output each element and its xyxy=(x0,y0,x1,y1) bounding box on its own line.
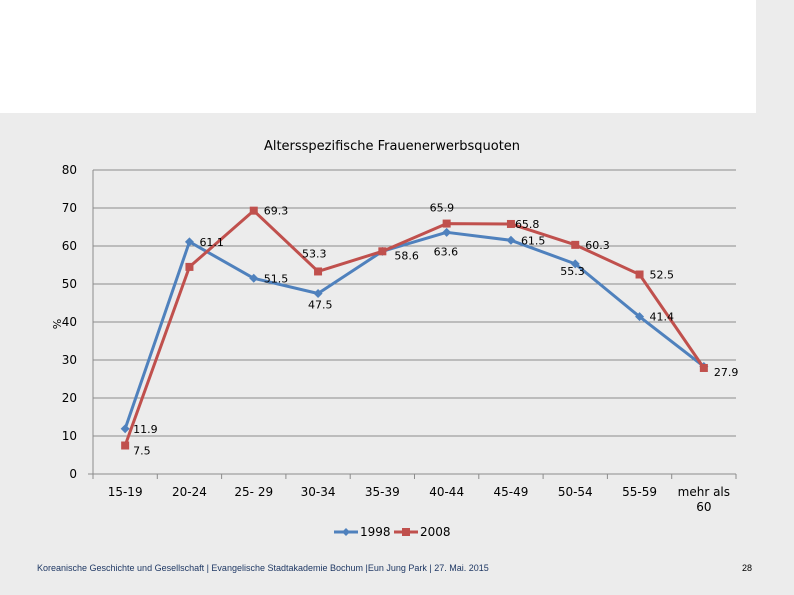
point-1998-7 xyxy=(570,259,580,269)
data-label-1998-4: 58.6 xyxy=(394,249,419,262)
x-tick-0: 15-19 xyxy=(108,485,143,499)
point-2008-5 xyxy=(442,219,451,228)
point-2008-3 xyxy=(314,267,323,276)
y-tick-2: 20 xyxy=(62,391,77,405)
data-label-1998-7: 55.3 xyxy=(560,265,585,278)
x-tick-2: 25- 29 xyxy=(234,485,273,499)
y-tick-3: 30 xyxy=(62,353,77,367)
data-labels: 11.9 61.1 51.5 47.5 58.6 63.6 61.5 55.3 41.4 7.5 6… xyxy=(133,202,738,458)
data-label-1998-1: 61.1 xyxy=(199,236,224,249)
y-tick-5: 50 xyxy=(62,277,77,291)
x-tick-9: mehr als 60 xyxy=(678,485,730,514)
chart-title: Altersspezifische Frauenerwerbsquoten xyxy=(264,139,520,154)
data-label-1998-6: 61.5 xyxy=(521,234,546,247)
data-label-1998-2: 51.5 xyxy=(264,272,289,285)
legend-marker-2008 xyxy=(402,528,410,536)
series-line-2008 xyxy=(123,209,706,447)
y-tick-8: 80 xyxy=(62,163,77,177)
data-label-2008-7: 60.3 xyxy=(585,239,610,252)
y-tick-labels: 0 10 20 30 40 50 60 70 80 xyxy=(62,163,77,481)
point-2008-2 xyxy=(249,206,258,215)
y-axis-label: % xyxy=(51,319,64,329)
footer-text: Koreanische Geschichte und Gesellschaft … xyxy=(37,563,489,573)
y-tick-6: 60 xyxy=(62,239,77,253)
point-1998-6 xyxy=(506,235,516,245)
slide-side-strip xyxy=(756,0,794,113)
y-tick-0: 0 xyxy=(69,467,77,481)
legend-marker-1998 xyxy=(342,528,350,536)
point-1998-5 xyxy=(442,227,452,237)
data-label-1998-3: 47.5 xyxy=(308,299,333,312)
point-1998-3 xyxy=(313,289,323,298)
series-group xyxy=(120,206,709,450)
point-2008-4 xyxy=(378,247,387,256)
x-tick-7: 50-54 xyxy=(558,485,593,499)
data-label-2008-5: 65.9 xyxy=(430,202,455,215)
x-tick-4: 35-39 xyxy=(365,485,400,499)
point-1998-8 xyxy=(635,312,645,322)
legend-label-2008: 2008 xyxy=(420,525,451,539)
x-tick-8: 55-59 xyxy=(622,485,657,499)
x-tick-5: 40-44 xyxy=(429,485,464,499)
page-number: 28 xyxy=(742,563,753,573)
data-label-2008-0: 7.5 xyxy=(133,445,151,458)
point-2008-9 xyxy=(699,363,708,372)
legend-label-1998: 1998 xyxy=(360,525,391,539)
point-1998-0 xyxy=(120,424,130,434)
point-2008-7 xyxy=(571,240,580,249)
legend: 1998 2008 xyxy=(334,525,451,539)
data-label-1998-8: 41.4 xyxy=(650,311,675,324)
point-2008-0 xyxy=(121,441,130,450)
point-2008-6 xyxy=(506,219,515,228)
point-1998-1 xyxy=(184,237,194,247)
point-2008-8 xyxy=(635,270,644,279)
x-tick-labels: 15-19 20-24 25- 29 30-34 35-39 40-44 45-49 50-5… xyxy=(108,485,730,514)
data-label-2008-9: 27.9 xyxy=(714,366,739,379)
x-tick-6: 45-49 xyxy=(494,485,529,499)
y-tick-4: 40 xyxy=(62,315,77,329)
series-line-1998 xyxy=(123,230,705,430)
y-tick-1: 10 xyxy=(62,429,77,443)
y-tick-7: 70 xyxy=(62,201,77,215)
point-1998-2 xyxy=(249,273,259,283)
grid-lines xyxy=(93,169,736,437)
axes xyxy=(88,170,737,479)
data-label-2008-2: 69.3 xyxy=(264,205,289,218)
data-label-2008-6: 65.8 xyxy=(515,218,540,231)
slide-header-area xyxy=(0,0,756,113)
data-label-1998-5: 63.6 xyxy=(434,245,459,258)
x-tick-1: 20-24 xyxy=(172,485,207,499)
point-2008-1 xyxy=(185,262,194,271)
data-label-2008-3: 53.3 xyxy=(302,247,327,260)
x-tick-3: 30-34 xyxy=(301,485,336,499)
data-label-2008-8: 52.5 xyxy=(650,269,675,282)
data-label-1998-0: 11.9 xyxy=(133,423,158,436)
